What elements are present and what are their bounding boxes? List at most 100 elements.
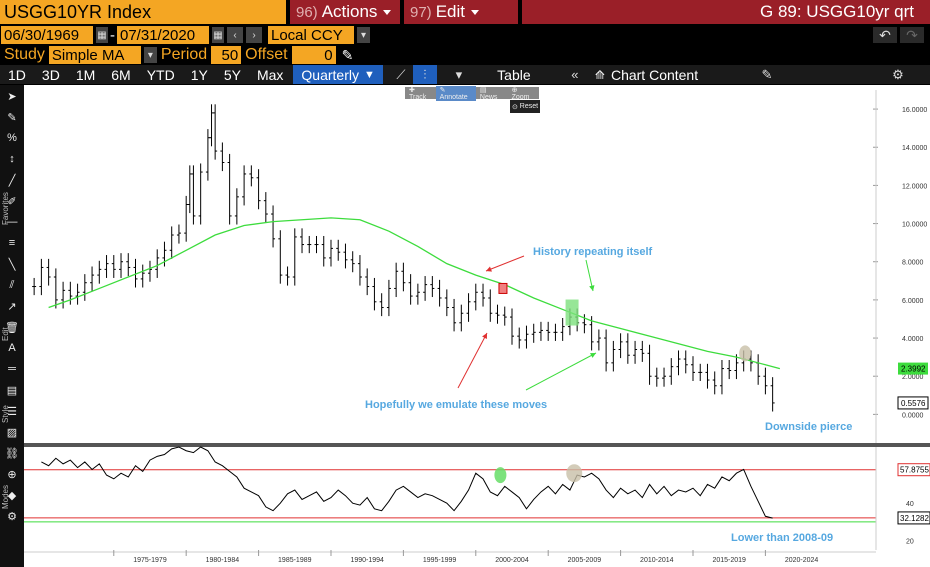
frequency-select[interactable]: Quarterly ▼ (293, 65, 383, 84)
line-icon[interactable]: — (6, 216, 18, 228)
annotate-tool[interactable]: ✎ Annotate (435, 85, 476, 101)
oscillator-plot: 40 20 57.8755 32.1282 (24, 446, 930, 550)
arrow-emulate-red-head (482, 333, 487, 339)
period-1d[interactable]: 1D (0, 65, 34, 84)
study-select[interactable]: Simple MA (48, 46, 141, 64)
y-tick-label: 8.0000 (902, 260, 924, 267)
reset-button[interactable]: ⊙ Reset (510, 100, 540, 113)
edit-num: 97) (410, 3, 432, 21)
edit-chart-icon[interactable]: ✎ (761, 66, 773, 82)
hline-icon[interactable]: ═ (8, 363, 16, 375)
track-tool[interactable]: ✚ Track (405, 86, 436, 101)
edit-menu-button[interactable]: 97) Edit (404, 0, 518, 24)
annotation-history: History repeating itself (533, 246, 653, 258)
news-tool[interactable]: ▤ News (476, 86, 508, 101)
y-tick-label: 10.0000 (902, 222, 927, 229)
settings-icon[interactable]: ⚙ (7, 510, 17, 523)
measure-icon[interactable]: ↕ (9, 153, 15, 165)
chart-toolbar: 1D 3D 1M 6M YTD 1Y 5Y Max Quarterly ▼ ⟋ … (0, 65, 930, 84)
arrow-history-red-head (486, 266, 492, 272)
collapse-icon[interactable]: « (571, 67, 579, 82)
period-max[interactable]: Max (249, 65, 291, 84)
pane-separator (24, 443, 930, 447)
bar-chart-icon[interactable]: ⫶ (412, 65, 437, 84)
list-icon[interactable]: ☰ (7, 405, 17, 418)
y-tick-label: 2.0000 (902, 374, 924, 381)
period-value: 50 (221, 46, 239, 64)
period-ytd[interactable]: YTD (139, 65, 183, 84)
main-plot: 16.0000 14.0000 12.0000 10.0000 8.0000 6.0000… (24, 90, 930, 447)
x-axis: 1975-1979 1980-1984 1985-1989 1990-1994 1995… (24, 550, 876, 564)
line-chart-icon[interactable]: ⟋ (396, 66, 406, 82)
trend-icon[interactable]: ╱ (8, 174, 16, 187)
text-icon[interactable]: A (8, 342, 16, 354)
chart-type-caret-icon[interactable]: ▾ (455, 66, 463, 82)
pen-icon[interactable]: ✎ (7, 111, 17, 124)
study-label: Study (4, 46, 45, 63)
period-label: Period (160, 46, 208, 63)
color-icon[interactable]: ◆ (7, 489, 17, 502)
period-1y-label: 1Y (190, 66, 208, 83)
percent-icon[interactable]: % (7, 132, 17, 144)
track-label: Track (409, 93, 427, 101)
offset-input[interactable]: 0 (291, 46, 336, 64)
pencil-icon[interactable]: ✎ (341, 46, 354, 63)
prev-period-icon[interactable]: ‹ (227, 27, 243, 43)
chart-panel[interactable]: 16.0000 14.0000 12.0000 10.0000 8.0000 6.0000… (24, 85, 930, 567)
stripes-icon[interactable]: ≡ (8, 237, 16, 249)
edit-caret-icon (470, 9, 479, 15)
arrow-history-green-head (589, 285, 595, 291)
zoom-tool[interactable]: ⊕ Zoom (508, 86, 539, 101)
period-ytd-label: YTD (146, 66, 175, 83)
hatch-icon[interactable]: ▨ (6, 426, 18, 439)
settings-gear-icon[interactable]: ⚙ (892, 66, 904, 82)
moving-average-line (48, 217, 781, 370)
segment-icon[interactable]: ╲ (8, 258, 16, 271)
track-icon: ✚ (409, 86, 415, 94)
brush-icon[interactable]: ✐ (7, 195, 17, 208)
x-tick-label: 2020-2024 (785, 557, 819, 564)
title-bar: USGG10YR Index 96) Actions 97) Edit G 89… (0, 0, 930, 24)
undo-icon[interactable]: ↶ (873, 27, 897, 43)
ticker-text: USGG10YR Index (4, 1, 152, 22)
table-button[interactable]: Table (471, 65, 557, 84)
next-period-icon[interactable]: › (246, 27, 262, 43)
crosshair-icon[interactable]: ⊕ (7, 468, 17, 481)
news-icon: ▤ (479, 86, 487, 94)
lower-value-badge (897, 511, 930, 525)
ticker-field[interactable]: USGG10YR Index (0, 0, 286, 24)
osc-tick-label: 20 (906, 539, 914, 546)
highlight-circle-tan (739, 345, 752, 362)
period-5y-label: 5Y (223, 66, 241, 83)
end-calendar-icon[interactable]: ▦ (212, 27, 224, 43)
trash-icon[interactable]: 🗑 (5, 321, 19, 334)
y-tick-label: 12.0000 (902, 183, 927, 190)
annotate-toolbar: ✚ Track ✎ Annotate ▤ News ⊕ Zoom (405, 85, 539, 101)
period-1y[interactable]: 1Y (183, 65, 216, 84)
period-6m[interactable]: 6M (103, 65, 138, 84)
start-date-field[interactable]: 06/30/1969 (1, 26, 93, 44)
period-3d[interactable]: 3D (34, 65, 68, 84)
study-caret-icon[interactable]: ▾ (143, 47, 157, 63)
grid-icon[interactable]: ▤ (6, 384, 18, 397)
oscillator-line (41, 446, 773, 519)
period-input[interactable]: 50 (211, 46, 242, 64)
period-5y[interactable]: 5Y (216, 65, 249, 84)
redo-icon[interactable]: ↷ (900, 27, 924, 43)
actions-caret-icon (383, 9, 392, 15)
osc-circle-green (494, 467, 507, 484)
chart-content-label: Chart Content (610, 66, 699, 83)
end-date-field[interactable]: 07/31/2020 (117, 26, 209, 44)
ma-value-label: 2.3992 (901, 365, 926, 374)
price-value-badge (897, 396, 929, 410)
start-calendar-icon[interactable]: ▦ (96, 27, 108, 43)
actions-menu-button[interactable]: 96) Actions (290, 0, 400, 24)
period-1m[interactable]: 1M (68, 65, 103, 84)
currency-caret-icon[interactable]: ▾ (357, 27, 370, 43)
arrow-icon[interactable]: ↗ (7, 300, 17, 313)
channel-icon[interactable]: ⫽ (9, 278, 15, 291)
cursor-icon[interactable]: ➤ (7, 90, 17, 103)
chart-content-button[interactable]: ⟰ Chart Content (587, 65, 747, 84)
link-icon[interactable]: ⛓ (5, 447, 19, 460)
currency-select[interactable]: Local CCY (268, 26, 354, 44)
